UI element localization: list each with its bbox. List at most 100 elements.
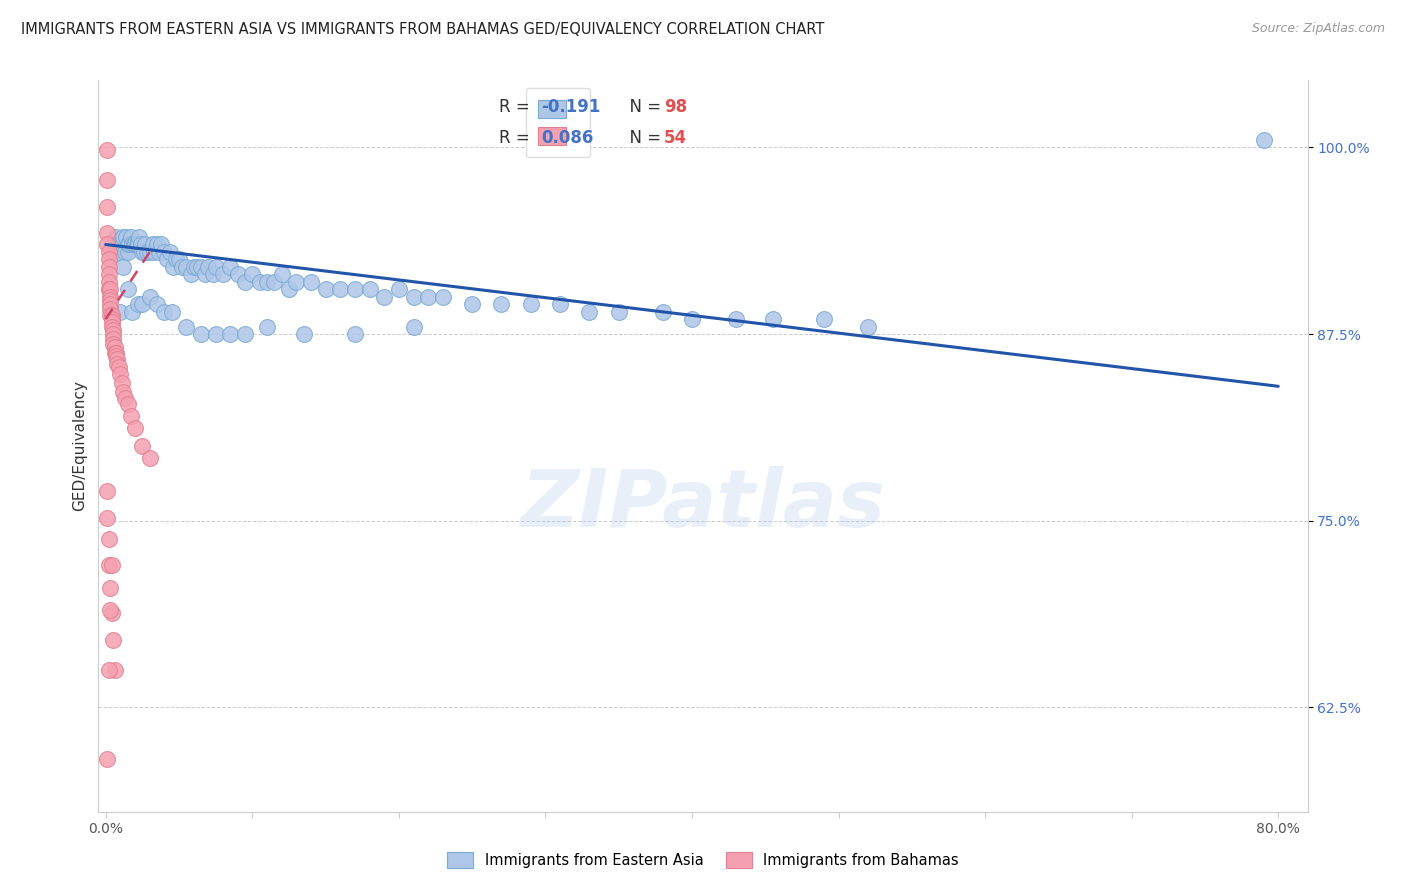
- Point: [100, 606, 122, 620]
- Point: [201, 268, 224, 282]
- Point: [98, 603, 121, 617]
- Point: [125, 237, 148, 252]
- Text: -0.191: -0.191: [541, 98, 600, 116]
- Point: [120, 230, 142, 244]
- Point: [170, 260, 193, 274]
- Point: [128, 230, 150, 244]
- Point: [240, 268, 263, 282]
- Point: [103, 663, 125, 677]
- Point: [101, 332, 124, 346]
- Point: [681, 312, 703, 326]
- Point: [117, 282, 139, 296]
- Point: [97, 663, 120, 677]
- Point: [121, 304, 143, 318]
- Point: [270, 268, 292, 282]
- Point: [98, 581, 121, 595]
- Point: [131, 297, 153, 311]
- Point: [578, 304, 600, 318]
- Point: [101, 326, 124, 341]
- Point: [127, 297, 149, 311]
- Point: [607, 304, 630, 318]
- Point: [491, 297, 513, 311]
- Point: [249, 275, 271, 289]
- Point: [111, 376, 134, 391]
- Point: [226, 268, 249, 282]
- Point: [100, 558, 122, 573]
- Point: [418, 290, 440, 304]
- Point: [97, 282, 120, 296]
- Point: [153, 244, 176, 259]
- Point: [278, 282, 301, 296]
- Point: [176, 319, 198, 334]
- Point: [285, 275, 308, 289]
- Point: [160, 304, 183, 318]
- Point: [256, 319, 278, 334]
- Point: [762, 312, 785, 326]
- Text: 0.086: 0.086: [541, 129, 593, 147]
- Point: [343, 326, 366, 341]
- Point: [100, 308, 122, 322]
- Text: N =: N =: [619, 98, 666, 116]
- Point: [101, 322, 124, 336]
- Point: [98, 297, 121, 311]
- Point: [388, 282, 411, 296]
- Point: [256, 275, 278, 289]
- Point: [98, 282, 121, 296]
- Point: [143, 244, 166, 259]
- Point: [105, 230, 128, 244]
- Point: [165, 252, 187, 267]
- Point: [1253, 133, 1275, 147]
- Point: [117, 237, 139, 252]
- Point: [105, 350, 128, 364]
- Point: [724, 312, 747, 326]
- Point: [97, 252, 120, 267]
- Text: 98: 98: [664, 98, 686, 116]
- Point: [186, 260, 208, 274]
- Point: [651, 304, 673, 318]
- Point: [112, 385, 135, 400]
- Legend: , : ,: [526, 88, 591, 157]
- Point: [122, 237, 145, 252]
- Point: [373, 290, 395, 304]
- Point: [96, 752, 118, 766]
- Point: [813, 312, 835, 326]
- Point: [110, 368, 132, 382]
- Point: [134, 237, 156, 252]
- Point: [146, 297, 169, 311]
- Point: [343, 282, 366, 296]
- Text: ZIPatlas: ZIPatlas: [520, 466, 886, 543]
- Text: R =: R =: [499, 98, 536, 116]
- Point: [117, 244, 139, 259]
- Point: [107, 352, 129, 367]
- Point: [315, 282, 337, 296]
- Point: [520, 297, 543, 311]
- Point: [233, 326, 256, 341]
- Point: [112, 230, 135, 244]
- Point: [204, 326, 226, 341]
- Point: [138, 290, 160, 304]
- Point: [183, 260, 205, 274]
- Point: [101, 244, 124, 259]
- Point: [101, 633, 124, 648]
- Point: [98, 308, 121, 322]
- Point: [120, 409, 142, 424]
- Point: [138, 450, 160, 465]
- Point: [96, 144, 118, 158]
- Point: [132, 244, 155, 259]
- Point: [115, 230, 138, 244]
- Point: [97, 275, 120, 289]
- Point: [461, 297, 484, 311]
- Point: [101, 337, 124, 351]
- Point: [180, 268, 202, 282]
- Point: [212, 268, 235, 282]
- Point: [359, 282, 381, 296]
- Point: [97, 260, 120, 274]
- Point: [117, 397, 139, 411]
- Point: [96, 237, 118, 252]
- Point: [432, 290, 454, 304]
- Point: [110, 304, 132, 318]
- Point: [131, 439, 153, 453]
- Point: [96, 483, 118, 498]
- Point: [156, 252, 179, 267]
- Point: [103, 346, 125, 360]
